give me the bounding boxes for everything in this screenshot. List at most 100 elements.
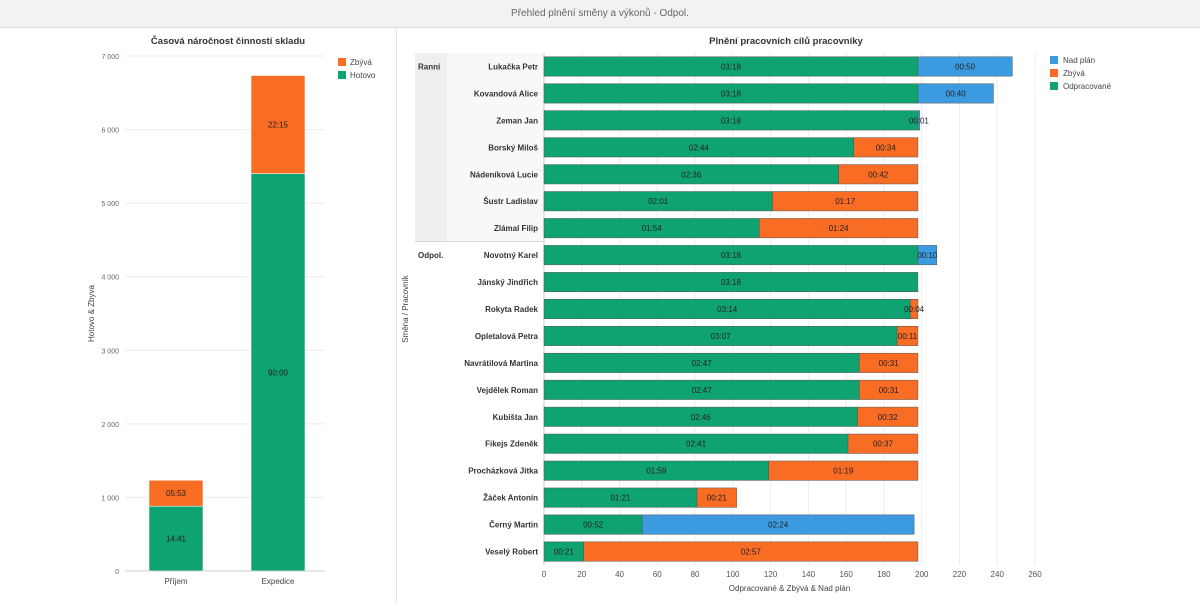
bar-data-label: 90:00 — [268, 368, 289, 377]
y-axis-label: Hotovo & Zbyva — [87, 284, 96, 341]
bar-data-label: 02:44 — [689, 143, 710, 152]
bar-segment-remain[interactable] — [759, 218, 919, 239]
worker-label: Navrátilová Martina — [464, 359, 538, 368]
bar-data-label: 02:41 — [686, 440, 707, 449]
x-axis-label: Odpracované & Zbývá & Nad plán — [729, 584, 850, 593]
worker-label: Zeman Jan — [496, 116, 538, 125]
worker-label: Lukačka Petr — [488, 62, 538, 71]
legend-swatch — [1050, 82, 1058, 90]
x-tick-label: Expedice — [262, 577, 295, 586]
bar-data-label: 03:18 — [721, 89, 742, 98]
bar-segment-remain[interactable] — [583, 541, 919, 562]
bar-data-label: 02:47 — [692, 386, 713, 395]
y-tick-label: 3 000 — [101, 348, 119, 355]
worker-label: Kubišta Jan — [493, 413, 538, 422]
bar-segment-hotovo[interactable] — [250, 173, 306, 572]
x-tick-label: 60 — [653, 570, 662, 579]
bar-segment-remain[interactable] — [772, 191, 919, 212]
bar-segment-remain[interactable] — [696, 487, 737, 508]
bar-data-label: 01:24 — [829, 224, 850, 233]
worker-label: Borský Miloš — [488, 143, 538, 152]
bar-data-label: 03:18 — [721, 116, 742, 125]
worker-label: Fikejs Zdeněk — [485, 440, 538, 449]
bar-data-label: 03:14 — [717, 305, 738, 314]
bar-data-label: 02:01 — [648, 197, 669, 206]
bar-segment-remain[interactable] — [847, 433, 919, 454]
worker-label: Rokyta Radek — [485, 305, 538, 314]
group-band — [415, 53, 447, 242]
bar-data-label: 00:40 — [946, 89, 967, 98]
x-tick-label: 200 — [915, 570, 929, 579]
bar-data-label: 00:37 — [873, 440, 894, 449]
worker-label: Jánský Jindřich — [478, 278, 539, 287]
worker-label: Novotný Karel — [484, 251, 538, 260]
bar-segment-zbývá[interactable] — [148, 479, 204, 507]
bar-segment-remain[interactable] — [857, 406, 919, 427]
worker-label: Vejdělek Roman — [477, 386, 538, 395]
legend-swatch — [338, 71, 346, 79]
bar-segment-remain[interactable] — [896, 325, 919, 346]
y-tick-label: 2 000 — [101, 422, 119, 429]
legend-label[interactable]: Zbývá — [1063, 69, 1085, 78]
left-chart-title: Časová náročnost činností skladu — [151, 35, 305, 47]
x-tick-label: 80 — [691, 570, 700, 579]
x-tick-label: 100 — [726, 570, 740, 579]
legend-swatch — [338, 58, 346, 66]
bar-data-label: 03:18 — [721, 251, 742, 260]
bar-data-label: 00:01 — [909, 116, 930, 125]
x-tick-label: Příjem — [164, 577, 187, 586]
left-chart-panel: Časová náročnost činností skladu 0 1 000 2 … — [0, 28, 395, 603]
x-tick-label: 220 — [953, 570, 967, 579]
legend-label[interactable]: Zbývá — [350, 58, 372, 67]
shift-group-label: Ranní — [418, 62, 441, 71]
panel-divider — [396, 28, 397, 603]
bar-data-label: 01:17 — [835, 197, 856, 206]
legend-swatch — [1050, 69, 1058, 77]
bar-data-label: 00:31 — [879, 359, 900, 368]
worker-goals-chart: Plnění pracovních cílů pracovníky Ranní Od… — [401, 36, 1112, 593]
worker-label: Opletalová Petra — [475, 332, 539, 341]
bar-data-label: 03:07 — [711, 332, 732, 341]
worker-label: Zlámal Filip — [494, 224, 538, 233]
bar-segment-remain[interactable] — [768, 460, 919, 481]
legend-label[interactable]: Hotovo — [350, 71, 376, 80]
worker-label: Nádeníková Lucie — [470, 170, 539, 179]
bar-data-label: 01:54 — [642, 224, 663, 233]
bar-segment-hotovo[interactable] — [148, 505, 204, 572]
bar-data-label: 00:21 — [554, 548, 575, 557]
bar-segment-done[interactable] — [543, 272, 919, 293]
bar-segment-over[interactable] — [917, 56, 1013, 77]
bar-segment-remain[interactable] — [853, 137, 919, 158]
bar-data-label: 14:41 — [166, 535, 187, 544]
bar-segment-remain[interactable] — [838, 164, 919, 185]
legend-swatch — [1050, 56, 1058, 64]
bar-segment-remain[interactable] — [859, 379, 919, 400]
x-tick-label: 240 — [991, 570, 1005, 579]
bar-data-label: 00:34 — [876, 143, 897, 152]
bar-segment-over[interactable] — [917, 110, 921, 131]
x-tick-label: 40 — [615, 570, 624, 579]
right-chart-panel: Plnění pracovních cílů pracovníky Ranní Od… — [398, 28, 1200, 603]
bar-data-label: 01:21 — [610, 494, 631, 503]
app-header: Přehled plnění směny a výkonů - Odpol. — [0, 0, 1200, 28]
bar-data-label: 00:11 — [898, 332, 918, 341]
bar-segment-remain[interactable] — [910, 299, 919, 319]
bar-segment-over[interactable] — [641, 514, 915, 535]
y-tick-label: 7 000 — [101, 54, 119, 61]
bar-data-label: 00:52 — [583, 521, 604, 530]
page-title: Přehled plnění směny a výkonů - Odpol. — [511, 8, 689, 19]
x-tick-label: 180 — [877, 570, 891, 579]
legend-label[interactable]: Nad plán — [1063, 56, 1095, 65]
x-tick-label: 20 — [577, 570, 586, 579]
worker-label: Šustr Ladislav — [483, 197, 538, 206]
x-tick-label: 0 — [542, 570, 547, 579]
bar-segment-remain[interactable] — [859, 352, 919, 373]
bar-data-label: 05:53 — [166, 489, 187, 498]
bar-segment-over[interactable] — [917, 83, 994, 104]
legend-label[interactable]: Odpracované — [1063, 82, 1112, 91]
x-tick-label: 160 — [839, 570, 853, 579]
bar-segment-over[interactable] — [917, 245, 938, 266]
worker-label: Procházková Jitka — [468, 467, 538, 476]
bar-segment-zbývá[interactable] — [250, 75, 306, 175]
worker-label: Veselý Robert — [485, 548, 538, 557]
